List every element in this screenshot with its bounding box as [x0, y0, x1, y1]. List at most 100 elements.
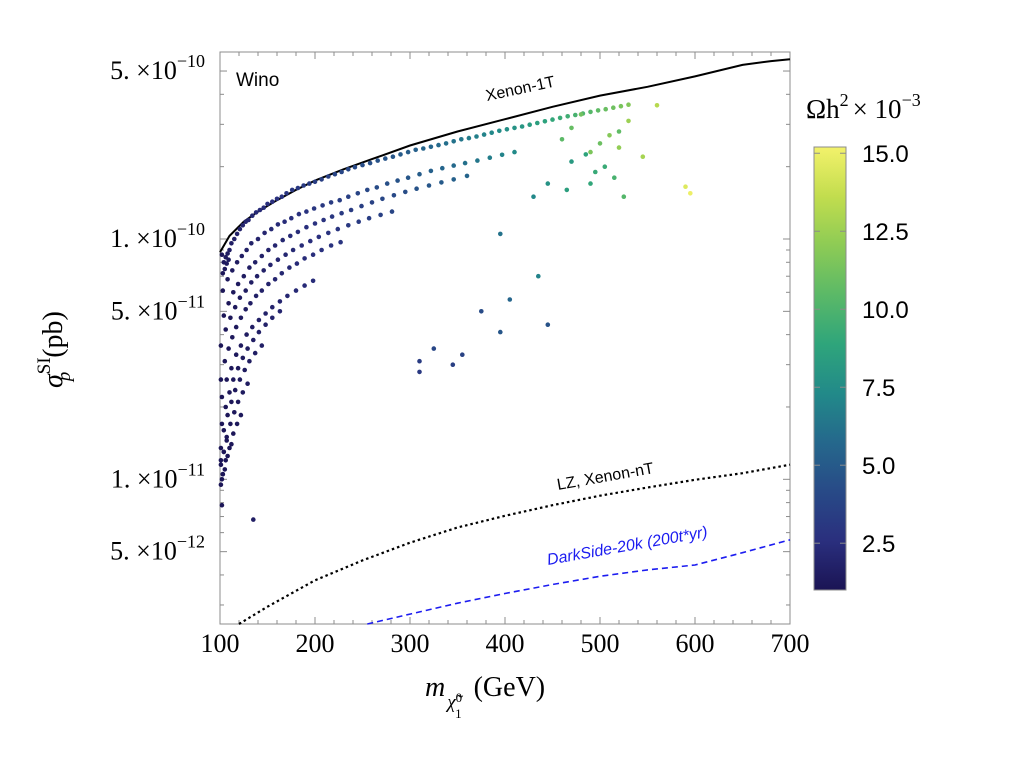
scatter-point [557, 115, 563, 121]
scatter-point [272, 243, 278, 248]
scatter-point [536, 273, 541, 279]
scatter-point [332, 171, 338, 177]
scatter-point [365, 187, 370, 193]
scatter-point [319, 247, 324, 253]
scatter-point [519, 124, 525, 129]
scatter-point [262, 230, 267, 236]
scatter-point [621, 194, 627, 199]
scatter-point [227, 390, 232, 395]
scatter-point [450, 362, 456, 368]
y-axis-ticks: 5. ×10−10 1. ×10−10 5. ×10−11 1. ×10−11 5. ×… [110, 51, 790, 606]
scatter-point [240, 390, 246, 395]
scatter-point [395, 178, 400, 183]
scatter-point [240, 223, 246, 228]
scatter-point [247, 265, 252, 270]
scatter-point [233, 352, 239, 358]
scatter-point [460, 352, 465, 358]
scatter-point [542, 119, 548, 124]
scatter-point [268, 262, 273, 268]
colorbar-title: Ωh2 × 10−3 [806, 90, 921, 124]
scatter-point [247, 358, 252, 364]
scatter-point [602, 164, 608, 169]
scatter-point [275, 257, 281, 263]
scatter-point [245, 381, 250, 387]
scatter-point [688, 191, 693, 196]
colorbar [813, 146, 847, 591]
scatter-point [417, 171, 422, 177]
scatter-point [440, 165, 445, 171]
scatter-point [391, 193, 397, 198]
scatter-point [229, 365, 234, 371]
scatter-point [512, 125, 517, 131]
scatter-point [487, 155, 493, 160]
scatter-point [569, 125, 574, 131]
scatter-point [375, 158, 381, 163]
scatter-point [355, 191, 361, 196]
scatter-point [280, 237, 286, 243]
scatter-point [321, 217, 326, 223]
scatter-point [287, 265, 292, 270]
x-tick-label: 600 [676, 629, 715, 658]
scatter-point [356, 219, 362, 224]
scatter-point [428, 168, 434, 174]
scatter-point [383, 156, 388, 161]
scatter-point [235, 399, 241, 405]
scatter-point [266, 247, 271, 253]
scatter-point [374, 185, 380, 190]
scatter-point [312, 221, 318, 226]
scatter-point [265, 201, 270, 207]
y-tick-label: 5. ×10−12 [110, 532, 205, 566]
scatter-point [497, 128, 502, 134]
scatter-point [431, 346, 437, 351]
scatter-point [279, 194, 285, 199]
scatter-point [339, 169, 344, 175]
colorbar-tick-label: 10.0 [862, 297, 909, 324]
scatter-point [346, 223, 351, 228]
scatter-point [259, 253, 265, 259]
colorbar-tick-label: 7.5 [862, 375, 895, 402]
scatter-point [603, 106, 608, 112]
scatter-point [307, 181, 312, 186]
x-axis-ticks: 100 200 300 400 500 600 700 [201, 52, 810, 658]
scatter-point [232, 387, 238, 393]
scatter-point [234, 421, 240, 427]
scatter-point [359, 203, 364, 209]
scatter-point [290, 247, 296, 253]
scatter-point [384, 181, 390, 186]
scatter-point [335, 226, 341, 232]
scatter-point [224, 377, 229, 382]
scatter-point [527, 122, 532, 127]
scatter-point [301, 183, 306, 188]
scatter-point [499, 152, 505, 158]
plot-frame [219, 51, 791, 625]
scatter-point [479, 309, 484, 314]
scatter-point [232, 304, 238, 310]
scatter-point [316, 234, 322, 240]
scatter-point [220, 271, 226, 276]
scatter-point [626, 102, 631, 107]
scatter-point [289, 187, 295, 193]
scatter-point [263, 311, 268, 316]
scatter-point [545, 181, 551, 186]
scatter-point [302, 256, 307, 261]
scatter-point [222, 467, 228, 472]
scatter-point [339, 210, 344, 216]
scatter-point [223, 327, 228, 332]
scatter-point [227, 445, 232, 451]
scatter-point [235, 365, 241, 371]
scatter-point [218, 482, 224, 488]
scatter-point [218, 462, 224, 468]
y-tick-label: 1. ×10−11 [111, 459, 205, 493]
scatter-point [225, 412, 230, 418]
scatter-point [428, 144, 434, 150]
scatter-point [221, 313, 227, 318]
scatter-point [360, 162, 365, 168]
scatter-point [348, 207, 354, 213]
scatter-point [218, 343, 224, 348]
x-tick-label: 500 [581, 629, 620, 658]
scatter-point [326, 174, 331, 179]
scatter-point [451, 139, 457, 144]
scatter-point [282, 219, 287, 224]
colorbar-tick-label: 5.0 [862, 453, 895, 480]
scatter-point [220, 288, 226, 293]
